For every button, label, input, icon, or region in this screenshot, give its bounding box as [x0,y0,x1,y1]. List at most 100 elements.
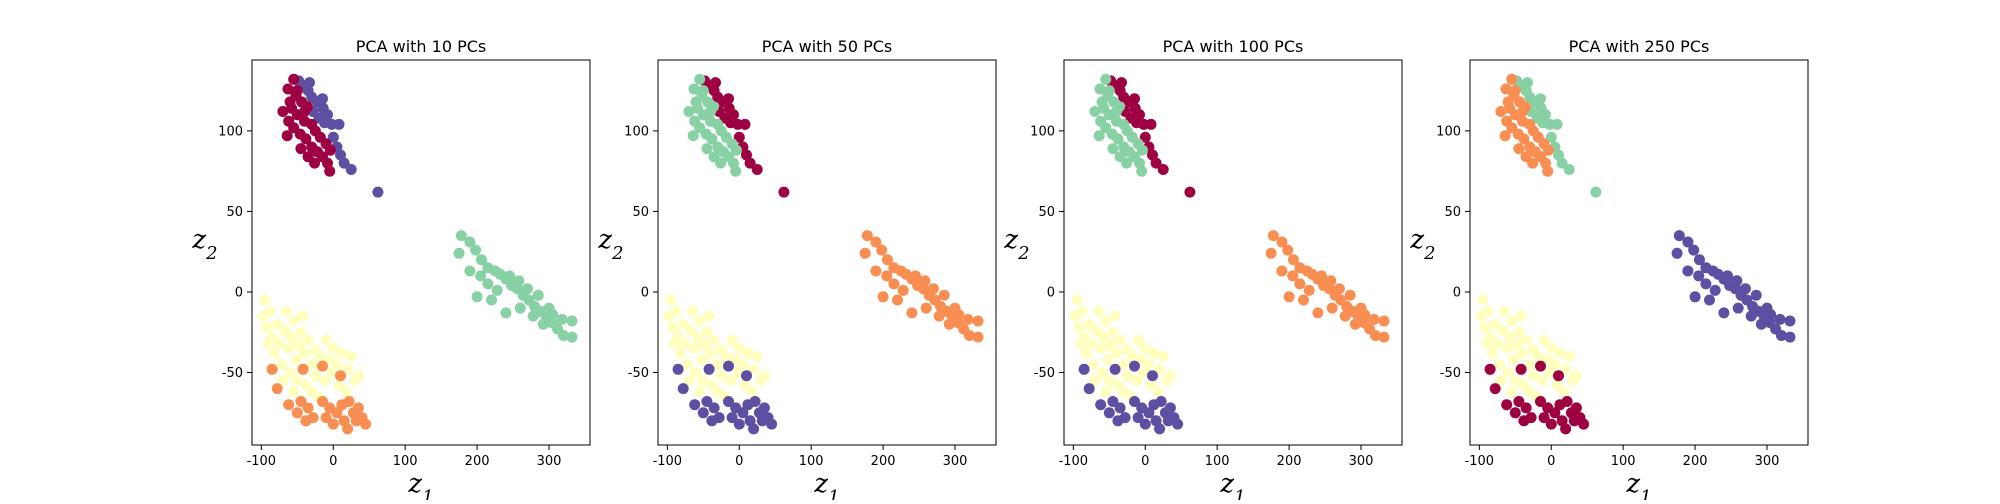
upper-left-cluster-b-point [1506,73,1518,85]
lower-left-cluster-a-point [271,318,283,330]
y-tick-label: 50 [1444,205,1461,220]
scatter-panel-1: -100 0 100 200 300 -50 0 50 100 PCA with 10 PCs z1… [191,37,591,504]
diagonal-cluster-point [527,310,539,322]
panel-title: PCA with 50 PCs [762,37,892,56]
lower-left-cluster-a-point [1489,318,1501,330]
diagonal-cluster-point [1689,291,1701,303]
diagonal-cluster-point [1755,318,1767,330]
lower-left-cluster-a-point [1532,350,1544,362]
x-tick-label: 300 [537,454,562,469]
lower-left-cluster-a-point [1105,339,1117,351]
lower-left-cluster-b-point [1132,412,1144,424]
x-tick-label: 100 [1205,454,1230,469]
lower-left-cluster-a-point [1475,310,1487,322]
lower-left-cluster-b-point [701,396,713,407]
lower-left-cluster-a-point [1558,386,1570,398]
lower-left-cluster-a-point [1143,359,1155,370]
upper-left-cluster-b-point [730,144,742,156]
y-tick-label: 100 [624,124,649,139]
lower-left-cluster-b-point [697,407,709,419]
diagonal-cluster-point [1287,254,1299,266]
x-tick-label: 200 [871,454,896,469]
diagonal-cluster-point [1303,284,1315,296]
x-tick-label: -100 [247,454,277,469]
diagonal-cluster-point [504,270,515,282]
lower-left-cluster-a-point [703,310,715,322]
lower-left-cluster-a-point [732,367,744,378]
diagonal-cluster-point [888,278,900,290]
lower-left-cluster-a-point [720,350,732,362]
y-axis-label: z2 [597,225,623,264]
lower-left-cluster-b-point [342,423,354,435]
lower-left-cluster-a-point [1509,375,1521,387]
lower-left-cluster-b-point [297,363,309,375]
lower-left-cluster-a-point [663,310,675,322]
diagonal-cluster-point [972,331,984,343]
lower-left-cluster-a-point [1069,310,1081,322]
upper-left-cluster-b-point [299,106,310,117]
x-tick-label: -100 [653,454,683,469]
y-tick-label: 50 [1038,205,1055,220]
lower-left-cluster-a-point [708,334,720,346]
upper-left-cluster-a-point [710,77,721,89]
lower-left-cluster-b-point [1535,396,1546,407]
lower-left-cluster-a-point [1100,386,1112,398]
diagonal-cluster-point [861,230,873,242]
diagonal-cluster-point [1282,244,1294,256]
lower-left-cluster-b-point [266,363,278,375]
diagonal-cluster-point [1750,289,1762,301]
lower-left-cluster-a-point [342,363,354,375]
lower-left-cluster-b-point [271,383,283,395]
lower-left-cluster-a-point [1517,347,1528,359]
lower-left-cluster-a-point [694,386,706,398]
lower-left-cluster-a-point [326,367,338,378]
upper-left-cluster-a-point [751,164,763,175]
upper-left-cluster-a-point [1157,164,1169,175]
lower-left-cluster-a-point [677,318,689,330]
lower-left-cluster-a-point [1152,386,1164,398]
lower-left-cluster-a-point [1107,326,1119,338]
lower-left-cluster-a-point [268,347,280,359]
lower-left-cluster-a-point [1111,347,1122,359]
lower-left-cluster-a-point [669,338,680,349]
lower-left-cluster-a-point [1560,363,1572,375]
panel-title: PCA with 250 PCs [1569,37,1710,56]
x-tick-label: 0 [735,454,743,469]
lower-left-cluster-b-point [1129,360,1140,372]
lower-left-cluster-b-point [713,412,725,424]
y-tick-label: -50 [628,366,649,381]
lower-left-cluster-a-point [1145,379,1157,391]
lower-left-cluster-a-point [689,342,701,354]
lower-left-cluster-a-point [261,321,273,333]
lower-left-cluster-a-point [1537,375,1549,387]
upper-left-cluster-a-point [345,164,357,175]
diagonal-cluster-point [1745,310,1757,322]
upper-left-cluster-b-point [1100,73,1112,85]
diagonal-cluster-point [532,289,544,301]
lower-left-cluster-a-point [283,342,295,354]
diagonal-cluster-point [1325,275,1337,287]
diagonal-cluster-point [453,247,465,259]
diagonal-cluster-point [943,318,955,330]
upper-left-cluster-b-point [697,85,709,97]
lower-left-cluster-b-point [1509,407,1521,419]
lower-left-cluster-b-point [1578,418,1590,430]
lower-left-cluster-a-point [733,342,745,354]
lower-left-cluster-a-point [1138,367,1150,378]
lower-left-cluster-a-point [299,347,310,359]
x-tick-label: 100 [799,454,824,469]
diagonal-cluster-point [1349,318,1361,330]
lower-left-cluster-a-point [1096,367,1108,378]
diagonal-cluster-point [471,291,483,303]
lower-left-cluster-b-point [1484,363,1496,375]
diagonal-cluster-point [500,307,512,319]
lower-left-cluster-a-point [1551,379,1563,391]
lower-left-cluster-b-point [672,363,684,375]
lower-left-cluster-a-point [692,331,704,343]
x-axis-label: z1 [813,469,839,500]
upper-left-cluster-a-point [1139,131,1151,143]
diagonal-cluster-point [537,318,549,330]
y-tick-label: 0 [641,285,649,300]
upper-left-cluster-b-point [1500,83,1512,95]
lower-left-cluster-b-point [1560,423,1572,435]
